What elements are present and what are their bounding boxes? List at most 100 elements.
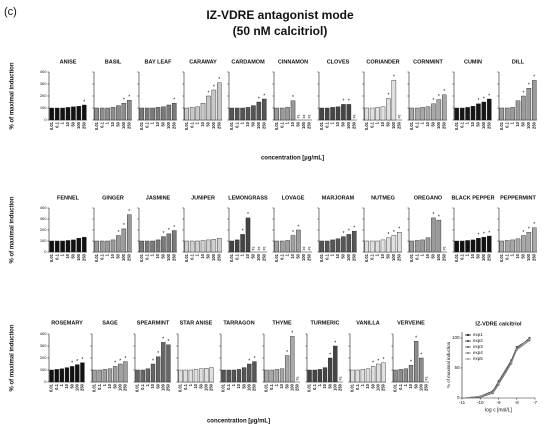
bar [64, 367, 70, 383]
significance-mark: * [162, 231, 164, 237]
panel-title: ANISE [60, 59, 77, 65]
bar [65, 240, 71, 253]
bar [144, 240, 150, 253]
significance-mark: * [522, 230, 524, 236]
x-tick-label: 1 [375, 253, 380, 256]
bar [209, 367, 214, 383]
bar [264, 369, 269, 383]
x-tick-label: 10 [64, 383, 69, 388]
significance-mark: * [528, 227, 530, 233]
x-tick-label: 250 [261, 121, 266, 129]
panel-title: VERVEINE [397, 320, 425, 326]
bar [82, 104, 87, 121]
y-tick-label: 200 [40, 93, 47, 98]
x-tick-label: 1 [285, 121, 290, 124]
legend-marker [467, 346, 469, 348]
significance-mark: * [76, 359, 78, 365]
x-tick-label: 0.01 [49, 383, 54, 392]
x-tick-label: 250 [171, 121, 176, 129]
bar [226, 369, 231, 383]
panel-label: (c) [4, 6, 17, 18]
bar [71, 239, 76, 253]
x-tick-label: 50 [161, 121, 166, 126]
x-tick-label: 1 [285, 253, 290, 256]
panel-title: OREGANO [414, 195, 443, 201]
x-tick-label: 0.1 [279, 121, 284, 127]
bar [211, 89, 217, 121]
panel-title: TARRAGON [223, 320, 254, 326]
significance-mark: * [382, 357, 384, 363]
x-tick-label: 1 [60, 253, 65, 256]
figure-title: IZ-VDRE antagonist mode [206, 8, 354, 22]
bar [470, 105, 476, 121]
bar [398, 369, 403, 383]
bar [521, 235, 526, 253]
bar [324, 107, 330, 121]
bar [82, 236, 87, 253]
bar [102, 369, 108, 383]
x-tick-label: 0.01 [274, 121, 279, 130]
bar [431, 103, 436, 121]
significance-mark: # [339, 376, 342, 382]
x-tick-label: 0.1 [279, 253, 284, 259]
y-tick-label: 400 [40, 69, 47, 74]
bar [127, 214, 132, 253]
bar [290, 336, 295, 383]
significance-mark: # [252, 246, 255, 252]
bar [481, 101, 487, 121]
x-tick-label: 100 [256, 121, 261, 129]
bar [240, 234, 245, 253]
panel-title: THYME [272, 320, 292, 326]
significance-mark: * [420, 352, 422, 358]
bar [99, 107, 105, 121]
bar [409, 107, 414, 121]
x-tick-label: 0.1 [226, 383, 231, 389]
x-tick-label: 1 [330, 253, 335, 256]
bar [425, 237, 431, 253]
panel-title: CLOVES [327, 59, 350, 65]
x-tick-label: 250 [216, 121, 221, 129]
x-tick-label: 0.01 [409, 253, 414, 262]
significance-mark: * [83, 99, 85, 105]
x-tick-label: 10 [470, 121, 475, 126]
x-tick-label: 1 [465, 253, 470, 256]
bar [54, 107, 60, 121]
x-tick-label: 100 [301, 253, 306, 261]
x-tick-label: 0.1 [144, 121, 149, 127]
bar [279, 240, 285, 253]
bar [386, 98, 391, 121]
x-tick-label: 100 [117, 383, 122, 391]
x-tick-label: 50 [198, 383, 203, 388]
y-tick-label: 100 [40, 367, 47, 372]
x-tick-label: 0.01 [178, 383, 183, 392]
x-tick-label: 0.01 [319, 121, 324, 130]
y-tick-label: 200 [40, 227, 47, 232]
bar [279, 368, 285, 383]
legend-marker [467, 358, 469, 360]
y-tick-label: 50 [454, 365, 460, 370]
x-tick-label: 10 [365, 383, 370, 388]
y-axis-label: % of maximal induction [10, 324, 16, 391]
x-tick-label: 1 [150, 121, 155, 124]
significance-mark: * [477, 98, 479, 104]
bar [229, 107, 234, 121]
bar [380, 106, 386, 121]
x-tick-label: 0.1 [144, 253, 149, 259]
bar [487, 98, 492, 121]
bar [352, 230, 357, 253]
x-tick-label: 0.1 [99, 253, 104, 259]
significance-mark: * [334, 340, 336, 346]
panel-title: SAGE [102, 320, 118, 326]
x-tick-label: 10 [322, 383, 327, 388]
significance-mark: * [393, 230, 395, 236]
x-tick-label: 0.01 [94, 121, 99, 130]
x-tick-label: 50 [206, 253, 211, 258]
x-tick-label: 1 [231, 383, 236, 386]
x-tick-label: 10 [425, 253, 430, 258]
bar [94, 107, 99, 121]
significance-mark: * [443, 89, 445, 95]
bar [380, 239, 386, 253]
x-tick-label: 100 [246, 383, 251, 391]
x-tick-label: 1 [195, 121, 200, 124]
